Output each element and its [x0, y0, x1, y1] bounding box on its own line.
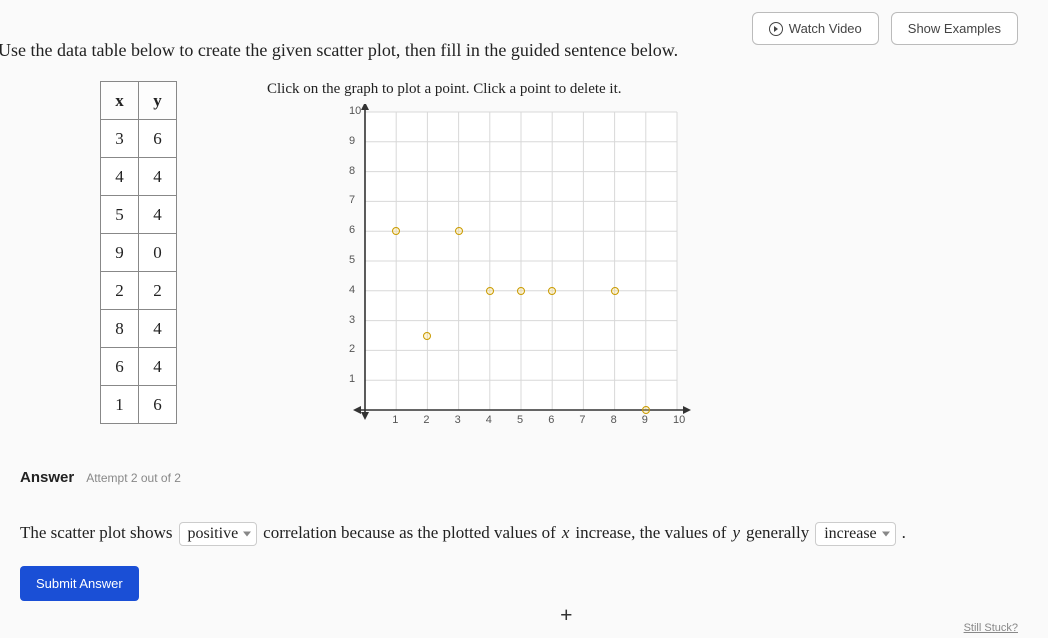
y-tick-label: 4 — [349, 284, 355, 296]
answer-label: Answer — [20, 469, 74, 486]
sentence-part: The scatter plot shows — [20, 523, 173, 543]
table-cell: 4 — [101, 158, 139, 196]
x-tick-label: 1 — [392, 414, 398, 426]
y-tick-label: 2 — [349, 343, 355, 355]
y-tick-label: 7 — [349, 194, 355, 206]
table-cell: 9 — [101, 234, 139, 272]
add-tool-icon[interactable]: + — [560, 602, 573, 628]
x-tick-label: 2 — [423, 414, 429, 426]
graph-caption: Click on the graph to plot a point. Clic… — [237, 81, 1028, 98]
y-tick-label: 3 — [349, 314, 355, 326]
table-header: y — [139, 82, 177, 120]
table-cell: 4 — [139, 158, 177, 196]
plotted-point[interactable] — [548, 287, 556, 295]
table-cell: 1 — [101, 386, 139, 424]
x-tick-label: 8 — [611, 414, 617, 426]
table-row: 84 — [101, 310, 177, 348]
table-cell: 6 — [139, 386, 177, 424]
guided-sentence: The scatter plot shows positive correlat… — [20, 522, 1028, 546]
table-row: 36 — [101, 120, 177, 158]
table-cell: 2 — [139, 272, 177, 310]
table-cell: 0 — [139, 234, 177, 272]
table-row: 54 — [101, 196, 177, 234]
y-tick-label: 1 — [349, 373, 355, 385]
table-cell: 4 — [139, 310, 177, 348]
plotted-point[interactable] — [642, 406, 650, 414]
still-stuck-link[interactable]: Still Stuck? — [964, 622, 1018, 634]
plotted-point[interactable] — [517, 287, 525, 295]
table-cell: 2 — [101, 272, 139, 310]
play-icon — [769, 22, 783, 36]
table-row: 90 — [101, 234, 177, 272]
y-tick-label: 6 — [349, 224, 355, 236]
x-tick-label: 5 — [517, 414, 523, 426]
grid-svg — [337, 104, 697, 434]
y-tick-label: 8 — [349, 165, 355, 177]
var-y: y — [732, 523, 740, 543]
plotted-point[interactable] — [611, 287, 619, 295]
y-tick-label: 9 — [349, 135, 355, 147]
table-cell: 5 — [101, 196, 139, 234]
table-row: 44 — [101, 158, 177, 196]
sentence-part: . — [902, 523, 906, 543]
x-tick-label: 7 — [579, 414, 585, 426]
scatter-plot[interactable]: 1 2 3 4 5 6 7 8 9 10 1 2 3 4 5 6 7 8 9 10 — [337, 104, 697, 434]
attempt-text: Attempt 2 out of 2 — [86, 471, 181, 485]
table-row: 64 — [101, 348, 177, 386]
x-tick-label: 4 — [486, 414, 492, 426]
y-tick-label: 10 — [349, 105, 361, 117]
var-x: x — [562, 523, 570, 543]
table-row: 22 — [101, 272, 177, 310]
table-cell: 6 — [101, 348, 139, 386]
table-cell: 4 — [139, 196, 177, 234]
table-cell: 8 — [101, 310, 139, 348]
x-tick-label: 6 — [548, 414, 554, 426]
table-row: 16 — [101, 386, 177, 424]
submit-answer-button[interactable]: Submit Answer — [20, 566, 139, 601]
x-tick-label: 10 — [673, 414, 685, 426]
watch-video-button[interactable]: Watch Video — [752, 12, 879, 45]
plotted-point[interactable] — [455, 227, 463, 235]
plotted-point[interactable] — [423, 332, 431, 340]
show-examples-button[interactable]: Show Examples — [891, 12, 1018, 45]
correlation-select[interactable]: positive — [179, 522, 258, 546]
x-tick-label: 3 — [455, 414, 461, 426]
table-header: x — [101, 82, 139, 120]
y-tick-label: 5 — [349, 254, 355, 266]
plotted-point[interactable] — [486, 287, 494, 295]
direction-select[interactable]: increase — [815, 522, 895, 546]
sentence-part: generally — [746, 523, 809, 543]
table-cell: 6 — [139, 120, 177, 158]
table-cell: 4 — [139, 348, 177, 386]
plotted-point[interactable] — [392, 227, 400, 235]
sentence-part: increase, the values of — [575, 523, 726, 543]
watch-video-label: Watch Video — [789, 21, 862, 36]
x-tick-label: 9 — [642, 414, 648, 426]
table-cell: 3 — [101, 120, 139, 158]
data-table: xy 3644549022846416 — [100, 81, 177, 424]
show-examples-label: Show Examples — [908, 21, 1001, 36]
sentence-part: correlation because as the plotted value… — [263, 523, 556, 543]
